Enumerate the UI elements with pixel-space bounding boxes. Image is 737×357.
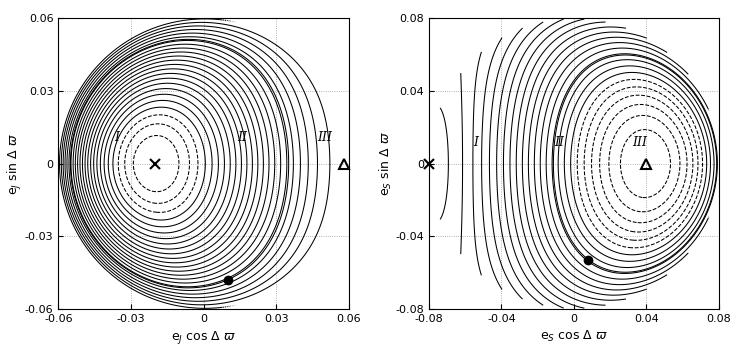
Text: I: I [114,131,119,144]
Y-axis label: e$_S$ sin Δ $\varpi$: e$_S$ sin Δ $\varpi$ [377,131,394,196]
Text: I: I [473,136,478,149]
Text: II: II [237,131,248,144]
X-axis label: e$_J$ cos Δ $\varpi$: e$_J$ cos Δ $\varpi$ [171,329,236,346]
X-axis label: e$_S$ cos Δ $\varpi$: e$_S$ cos Δ $\varpi$ [540,329,608,344]
Text: III: III [632,136,647,149]
Y-axis label: e$_J$ sin Δ $\varpi$: e$_J$ sin Δ $\varpi$ [6,133,24,195]
Text: II: II [554,136,565,149]
Text: III: III [317,131,332,144]
